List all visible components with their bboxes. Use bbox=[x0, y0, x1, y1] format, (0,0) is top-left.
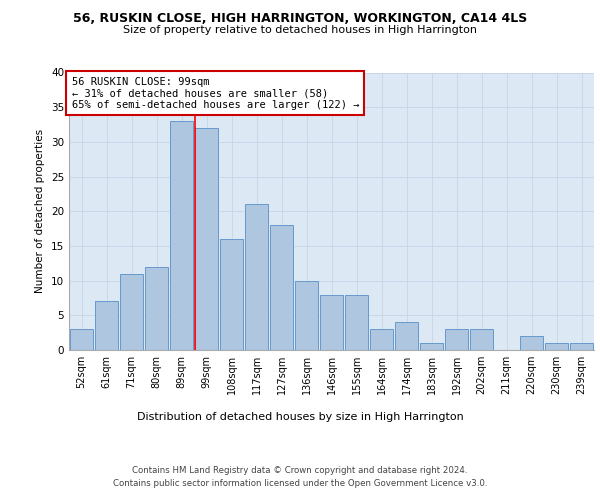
Text: Contains HM Land Registry data © Crown copyright and database right 2024.: Contains HM Land Registry data © Crown c… bbox=[132, 466, 468, 475]
Bar bbox=[194, 128, 218, 350]
Bar bbox=[470, 329, 493, 350]
Bar bbox=[395, 322, 418, 350]
Bar bbox=[295, 280, 319, 350]
Text: 56, RUSKIN CLOSE, HIGH HARRINGTON, WORKINGTON, CA14 4LS: 56, RUSKIN CLOSE, HIGH HARRINGTON, WORKI… bbox=[73, 12, 527, 26]
Bar bbox=[370, 329, 394, 350]
Text: 56 RUSKIN CLOSE: 99sqm
← 31% of detached houses are smaller (58)
65% of semi-det: 56 RUSKIN CLOSE: 99sqm ← 31% of detached… bbox=[71, 76, 359, 110]
Y-axis label: Number of detached properties: Number of detached properties bbox=[35, 129, 46, 294]
Bar bbox=[520, 336, 544, 350]
Bar bbox=[269, 225, 293, 350]
Bar bbox=[320, 294, 343, 350]
Text: Size of property relative to detached houses in High Harrington: Size of property relative to detached ho… bbox=[123, 25, 477, 35]
Bar bbox=[220, 239, 244, 350]
Bar bbox=[344, 294, 368, 350]
Bar bbox=[545, 343, 568, 350]
Bar bbox=[119, 274, 143, 350]
Bar bbox=[70, 329, 94, 350]
Text: Distribution of detached houses by size in High Harrington: Distribution of detached houses by size … bbox=[137, 412, 463, 422]
Bar bbox=[569, 343, 593, 350]
Text: Contains public sector information licensed under the Open Government Licence v3: Contains public sector information licen… bbox=[113, 479, 487, 488]
Bar bbox=[419, 343, 443, 350]
Bar bbox=[145, 267, 169, 350]
Bar bbox=[445, 329, 469, 350]
Bar bbox=[170, 121, 193, 350]
Bar bbox=[95, 302, 118, 350]
Bar bbox=[245, 204, 268, 350]
